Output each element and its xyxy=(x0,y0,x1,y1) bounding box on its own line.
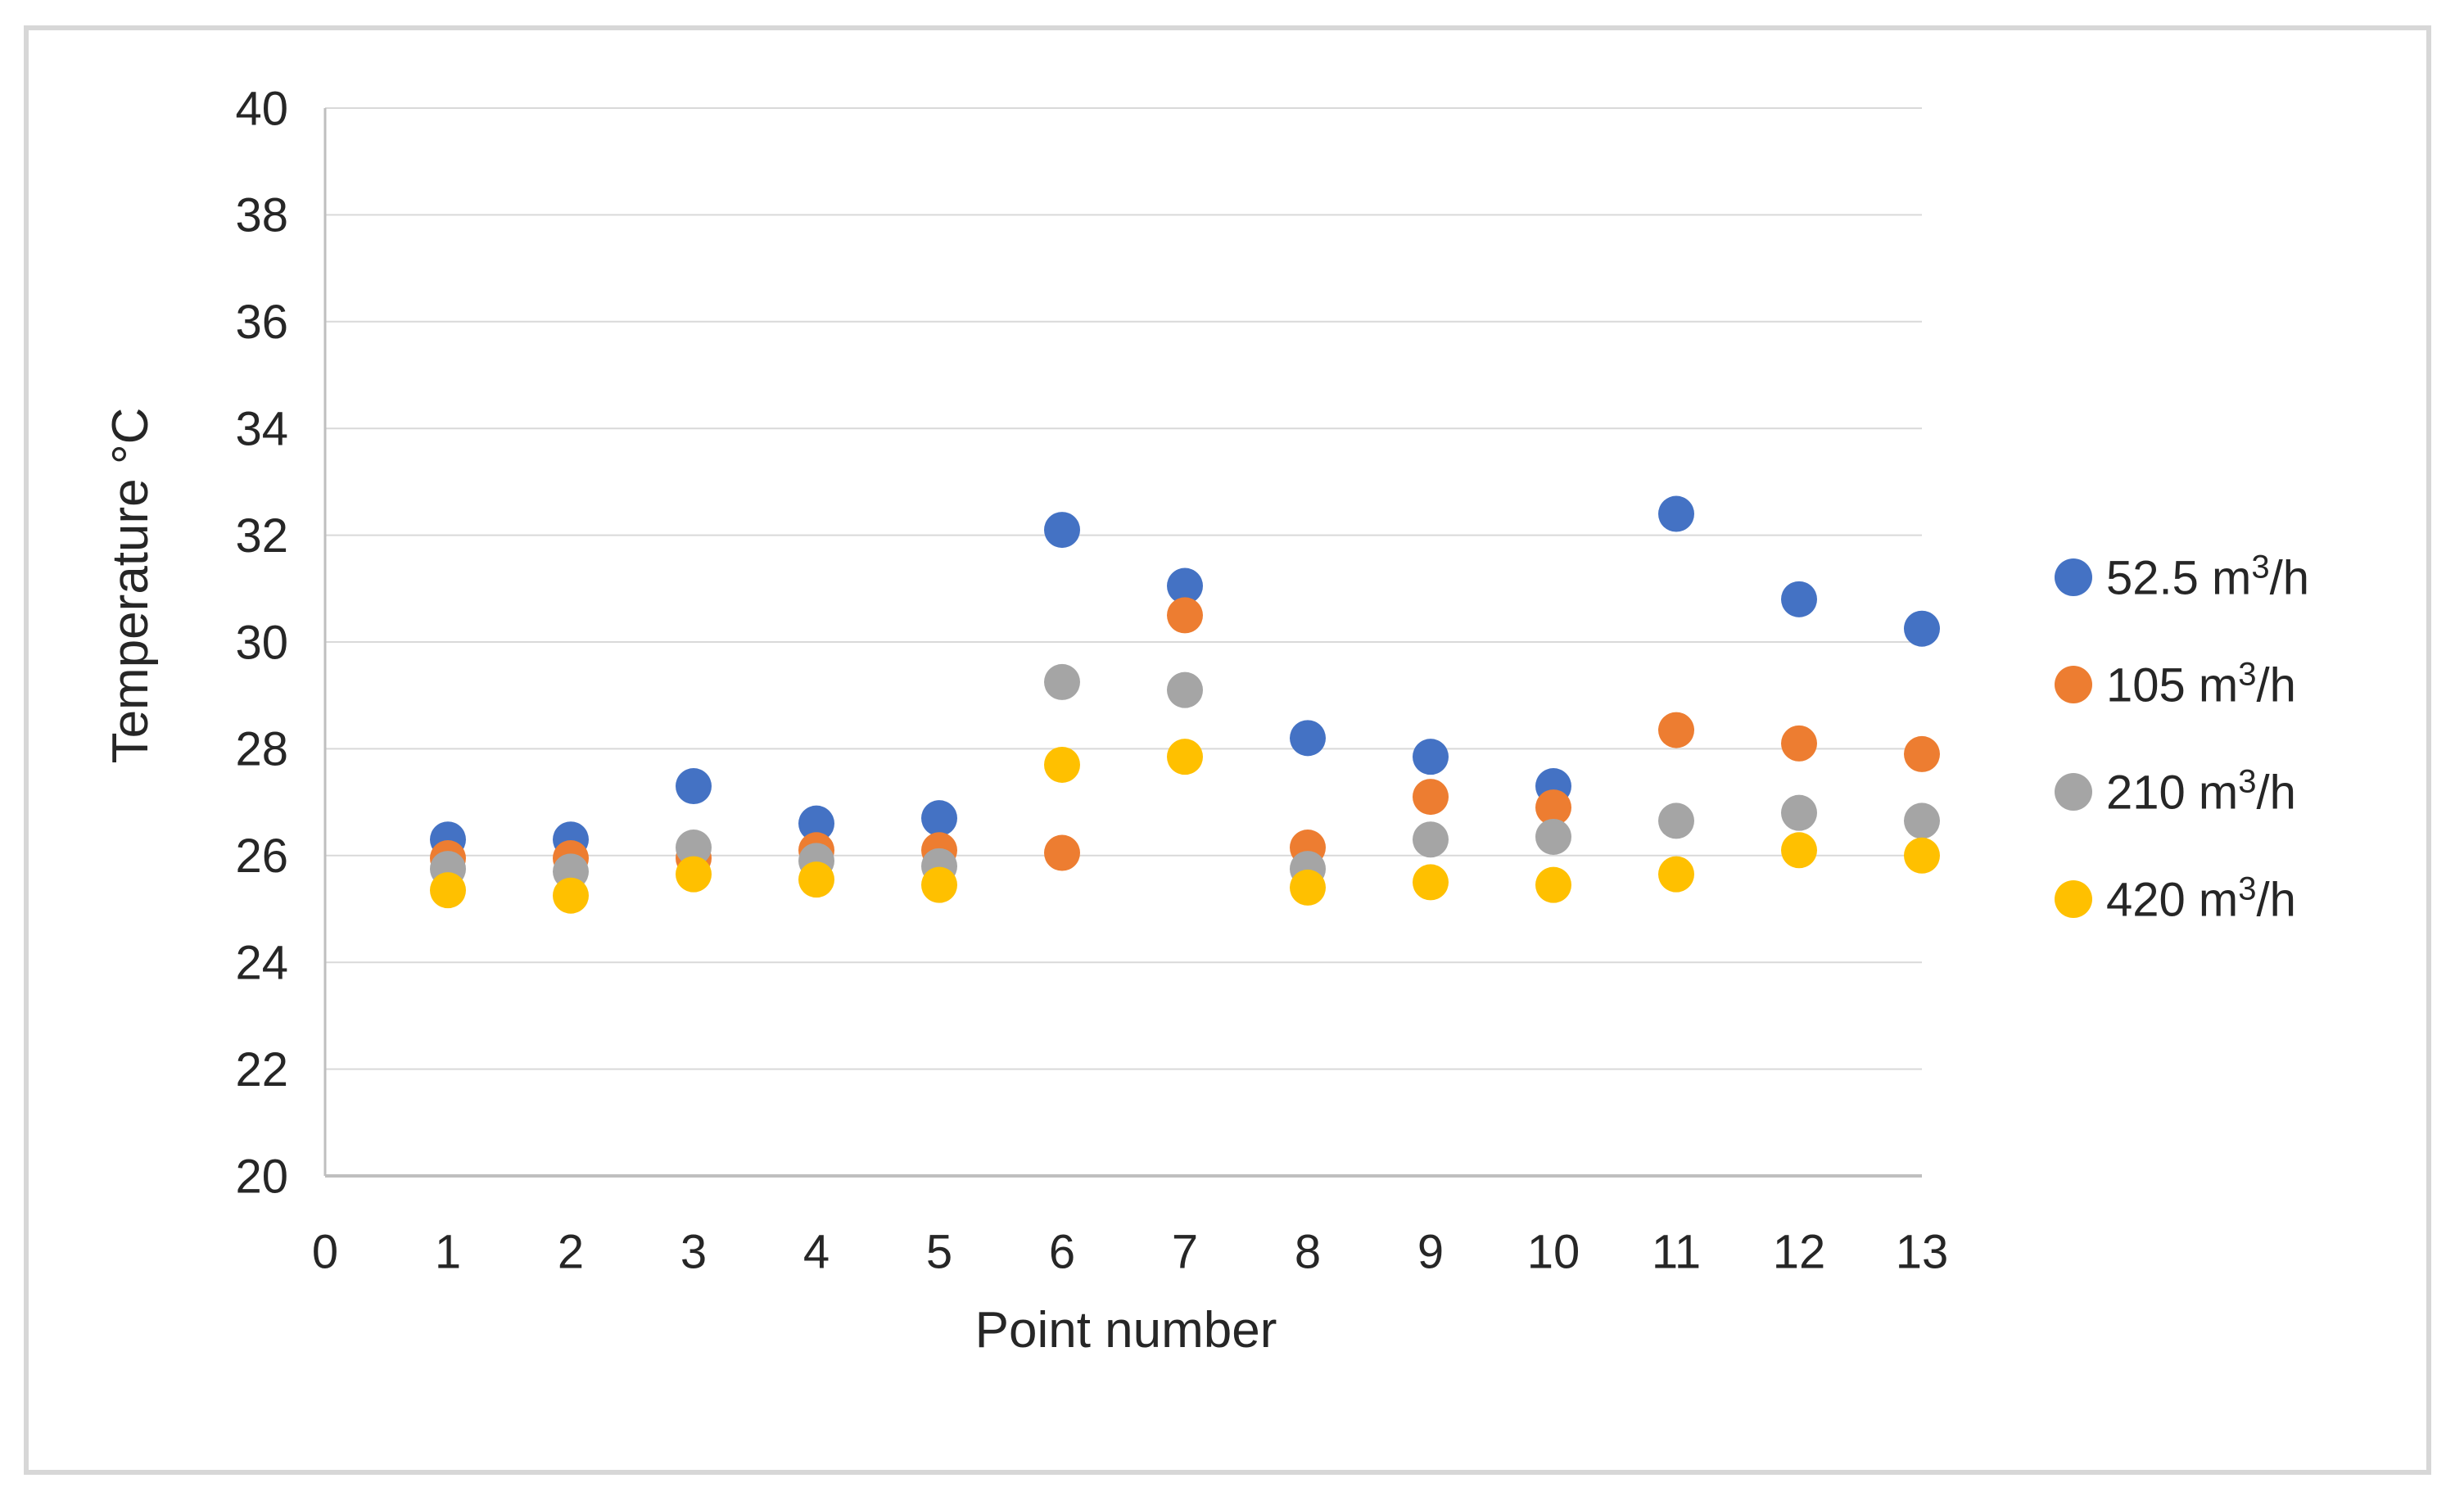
legend-marker-icon xyxy=(2055,558,2092,596)
legend-marker-icon xyxy=(2055,666,2092,703)
x-tick-label: 13 xyxy=(1896,1225,1949,1278)
data-point xyxy=(1904,802,1940,839)
legend-label: 210 m3/h xyxy=(2106,763,2296,819)
x-tick-label: 1 xyxy=(435,1225,461,1278)
legend-item-2: 105 m3/h xyxy=(2055,656,2296,712)
data-point xyxy=(1781,794,1817,831)
data-point xyxy=(921,866,957,903)
data-point xyxy=(1167,597,1203,634)
data-point xyxy=(1044,834,1080,871)
data-point xyxy=(1290,869,1326,906)
data-point xyxy=(1535,866,1571,903)
data-point xyxy=(1658,856,1694,893)
y-tick-label: 26 xyxy=(235,830,288,883)
data-point xyxy=(430,872,466,909)
x-tick-label: 0 xyxy=(312,1225,338,1278)
data-point xyxy=(1535,789,1571,826)
y-tick-label: 20 xyxy=(235,1150,288,1203)
x-tick-label: 3 xyxy=(680,1225,707,1278)
series-420-m-h xyxy=(430,739,1940,914)
x-tick-label: 7 xyxy=(1172,1225,1198,1278)
y-tick-label: 28 xyxy=(235,723,288,776)
legend: 52.5 m3/h 105 m3/h 210 m3/h 420 m3/h xyxy=(2055,549,2309,926)
legend-item-3: 210 m3/h xyxy=(2055,763,2296,819)
data-point xyxy=(1413,739,1449,775)
data-point xyxy=(1781,832,1817,869)
data-point xyxy=(1658,712,1694,748)
data-series xyxy=(430,495,1940,914)
y-tick-label: 34 xyxy=(235,403,288,456)
y-tick-label: 32 xyxy=(235,509,288,563)
gridlines xyxy=(325,107,1922,1177)
legend-label: 105 m3/h xyxy=(2106,656,2296,712)
data-point xyxy=(1781,725,1817,762)
legend-item-4: 420 m3/h xyxy=(2055,870,2296,926)
data-point xyxy=(921,800,957,837)
y-tick-label: 40 xyxy=(235,82,288,135)
data-point xyxy=(676,856,712,893)
data-point xyxy=(676,768,712,805)
data-point xyxy=(676,830,712,866)
data-point xyxy=(1167,739,1203,775)
x-tick-label: 4 xyxy=(803,1225,830,1278)
data-point xyxy=(1413,779,1449,816)
data-point xyxy=(1904,735,1940,772)
x-axis-title: Point number xyxy=(975,1302,1277,1359)
data-point xyxy=(553,877,589,914)
data-point xyxy=(1413,864,1449,901)
y-axis-tick-labels: 20 22 24 26 28 30 32 34 36 38 40 xyxy=(235,82,288,1203)
y-tick-label: 36 xyxy=(235,296,288,349)
x-axis-tick-labels: 0 1 2 3 4 5 6 7 8 9 10 11 12 13 xyxy=(312,1225,1948,1278)
x-tick-label: 11 xyxy=(1652,1225,1701,1278)
x-tick-label: 6 xyxy=(1049,1225,1075,1278)
data-point xyxy=(1413,821,1449,858)
data-point xyxy=(1658,802,1694,839)
legend-item-1: 52.5 m3/h xyxy=(2055,549,2309,604)
data-point xyxy=(798,861,834,898)
axes xyxy=(323,108,1922,1178)
data-point xyxy=(1535,818,1571,855)
x-tick-label: 9 xyxy=(1417,1225,1444,1278)
y-tick-label: 24 xyxy=(235,937,288,990)
x-tick-label: 8 xyxy=(1295,1225,1321,1278)
legend-marker-icon xyxy=(2055,880,2092,918)
x-tick-label: 12 xyxy=(1773,1225,1826,1278)
y-tick-label: 38 xyxy=(235,189,288,242)
x-tick-label: 10 xyxy=(1527,1225,1580,1278)
data-point xyxy=(1044,746,1080,783)
y-tick-label: 22 xyxy=(235,1043,288,1096)
x-tick-label: 2 xyxy=(558,1225,584,1278)
data-point xyxy=(1290,720,1326,757)
x-tick-label: 5 xyxy=(926,1225,952,1278)
data-point xyxy=(1904,837,1940,874)
legend-marker-icon xyxy=(2055,773,2092,811)
legend-label: 420 m3/h xyxy=(2106,870,2296,926)
data-point xyxy=(798,805,834,842)
data-point xyxy=(1044,512,1080,549)
data-point xyxy=(1167,567,1203,604)
data-point xyxy=(1167,671,1203,708)
chart-border xyxy=(24,25,2431,1475)
y-axis-title: Temperature °C xyxy=(102,408,159,764)
data-point xyxy=(1781,581,1817,617)
data-point xyxy=(1658,495,1694,532)
data-point xyxy=(1904,610,1940,647)
legend-label: 52.5 m3/h xyxy=(2106,549,2309,604)
data-point xyxy=(1044,663,1080,700)
y-tick-label: 30 xyxy=(235,616,288,669)
